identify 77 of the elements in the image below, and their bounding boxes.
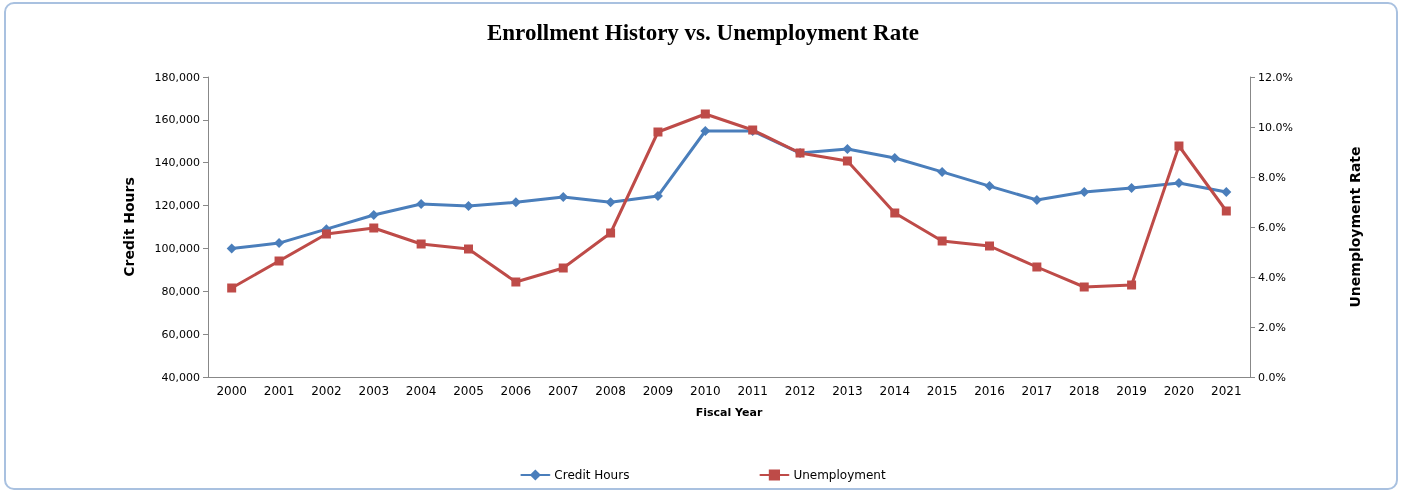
point (606, 228, 616, 238)
point (1126, 183, 1137, 193)
x-tick-label: 2012 (784, 384, 816, 398)
point (937, 166, 948, 177)
x-tick-label: 2006 (500, 384, 532, 398)
point (700, 109, 710, 119)
x-tick-label: 2004 (405, 384, 437, 398)
y-tick-label: 180,000 (154, 70, 200, 84)
legend-label: Unemployment (793, 468, 886, 482)
x-tick-label: 2014 (879, 384, 911, 398)
y-axis-title: Credit Hours (121, 177, 137, 277)
point (511, 277, 521, 287)
point (605, 197, 616, 208)
point (1032, 262, 1042, 272)
legend-label: Credit Hours (554, 468, 630, 482)
x-tick-label: 2011 (737, 384, 768, 398)
point (1221, 206, 1231, 216)
x-tick-label: 2005 (453, 384, 484, 398)
x-tick-label: 2013 (832, 384, 863, 398)
x-tick-label: 2007 (547, 384, 579, 398)
point (321, 229, 331, 239)
y2-tick-label: 6.0% (1258, 220, 1286, 234)
x-tick-label: 2009 (642, 384, 674, 398)
point (652, 190, 663, 201)
point (464, 244, 473, 254)
point (842, 156, 852, 166)
point (274, 238, 285, 249)
point (985, 241, 994, 251)
chart-title: Enrollment History vs. Unemployment Rate (486, 20, 920, 45)
point (226, 243, 237, 254)
point (1221, 187, 1232, 198)
y-tick-label: 40,000 (161, 370, 200, 384)
x-tick-label: 2021 (1211, 384, 1242, 398)
x-axis-title: Fiscal Year (695, 406, 763, 419)
point (1031, 195, 1042, 205)
x-tick-label: 2016 (974, 384, 1005, 398)
point (842, 144, 853, 154)
point (227, 283, 237, 293)
x-tick-label: 2003 (358, 384, 390, 398)
x-tick-label: 2017 (1021, 384, 1053, 398)
point (653, 127, 663, 137)
y-tick-label: 140,000 (154, 156, 200, 170)
x-tick-label: 2019 (1116, 384, 1147, 398)
point (369, 223, 379, 233)
y-tick-label: 60,000 (161, 327, 200, 341)
point (890, 208, 900, 218)
y2-tick-label: 12.0% (1258, 70, 1293, 84)
y2-tick-label: 8.0% (1258, 170, 1286, 184)
point (1079, 282, 1089, 292)
y-tick-label: 120,000 (154, 199, 200, 213)
point (416, 239, 426, 249)
y-tick-label: 160,000 (154, 113, 200, 127)
y2-tick-label: 0.0% (1258, 370, 1286, 384)
x-tick-label: 2001 (263, 384, 295, 398)
point (984, 181, 995, 192)
point (463, 201, 474, 211)
point (1174, 141, 1184, 151)
point (1127, 280, 1137, 290)
y-tick-label: 100,000 (154, 241, 200, 255)
point (937, 236, 947, 246)
point (274, 256, 284, 266)
y2-tick-label: 2.0% (1258, 320, 1286, 334)
y-tick-label: 80,000 (161, 284, 200, 298)
x-tick-label: 2018 (1068, 384, 1100, 398)
y2-tick-label: 4.0% (1258, 270, 1286, 284)
x-tick-label: 2002 (311, 384, 342, 398)
x-tick-label: 2000 (216, 384, 247, 398)
y2-axis-title: Unemployment Rate (1347, 146, 1363, 308)
x-tick-label: 2010 (690, 384, 721, 398)
point (558, 263, 568, 273)
y2-tick-label: 10.0% (1258, 120, 1293, 134)
x-tick-label: 2008 (595, 384, 626, 398)
x-tick-label: 2015 (926, 384, 958, 398)
point (510, 197, 521, 208)
point (368, 210, 379, 220)
x-tick-label: 2020 (1163, 384, 1195, 398)
point (889, 153, 900, 163)
